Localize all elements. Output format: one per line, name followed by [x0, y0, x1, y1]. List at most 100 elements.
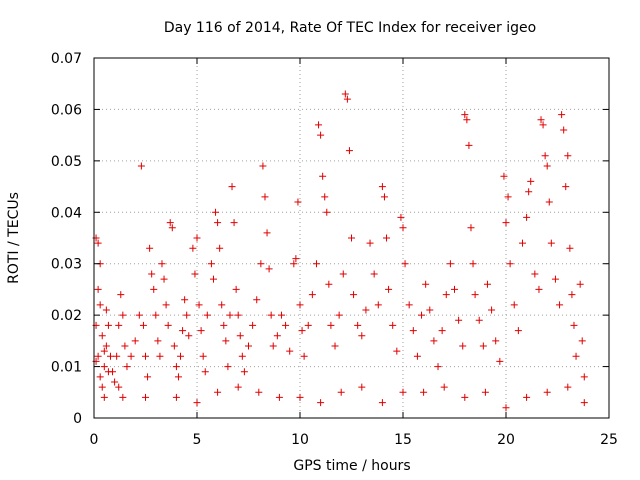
data-point	[232, 285, 240, 293]
data-point	[572, 352, 580, 360]
data-point	[551, 275, 559, 283]
data-point	[183, 311, 191, 319]
data-point	[564, 383, 572, 391]
data-point	[397, 213, 405, 221]
data-point	[109, 368, 117, 376]
data-point	[399, 388, 407, 396]
data-point	[177, 352, 185, 360]
data-point	[294, 198, 302, 206]
data-point	[100, 347, 108, 355]
data-point	[568, 291, 576, 299]
data-point	[148, 270, 156, 278]
data-point	[150, 285, 158, 293]
data-point	[481, 388, 489, 396]
y-axis-label: ROTI / TECUs	[6, 192, 22, 284]
data-point	[422, 280, 430, 288]
data-point	[350, 291, 358, 299]
y-tick-label: 0.04	[51, 205, 82, 221]
data-point	[191, 270, 199, 278]
data-point	[300, 352, 308, 360]
data-point	[275, 393, 283, 401]
data-point	[181, 296, 189, 304]
data-point	[442, 291, 450, 299]
data-point	[354, 321, 362, 329]
data-point	[463, 116, 471, 124]
data-point	[249, 321, 257, 329]
data-point	[222, 337, 230, 345]
data-point	[323, 208, 331, 216]
data-point	[438, 327, 446, 335]
data-point	[580, 373, 588, 381]
data-point	[539, 121, 547, 129]
data-point	[269, 342, 277, 350]
data-point	[218, 301, 226, 309]
data-point	[430, 337, 438, 345]
y-tick-label: 0.05	[51, 154, 82, 170]
data-point	[321, 193, 329, 201]
data-point	[413, 352, 421, 360]
y-tick-label: 0.03	[51, 257, 82, 273]
data-point	[467, 224, 475, 232]
chart-title: Day 116 of 2014, Rate Of TEC Index for r…	[164, 20, 536, 36]
data-point	[160, 275, 168, 283]
data-point	[362, 306, 370, 314]
data-point	[580, 399, 588, 407]
data-point	[137, 162, 145, 170]
data-point	[325, 280, 333, 288]
data-point	[238, 352, 246, 360]
data-point	[119, 311, 127, 319]
data-point	[566, 244, 574, 252]
data-point	[308, 291, 316, 299]
data-point	[327, 321, 335, 329]
data-point	[228, 183, 236, 191]
data-point	[172, 393, 180, 401]
data-point	[440, 383, 448, 391]
data-point	[234, 311, 242, 319]
data-point	[451, 285, 458, 293]
data-point	[358, 383, 366, 391]
data-point	[224, 363, 232, 371]
data-point	[378, 183, 386, 191]
data-point	[261, 193, 269, 201]
y-tick-label: 0.06	[51, 102, 82, 118]
data-point	[100, 393, 108, 401]
data-point	[459, 342, 467, 350]
data-point	[337, 388, 345, 396]
data-point	[119, 393, 127, 401]
data-point	[146, 244, 154, 252]
data-point	[117, 291, 125, 299]
data-point	[253, 296, 261, 304]
data-point	[292, 255, 300, 263]
data-point	[123, 363, 131, 371]
x-tick-label: 5	[193, 432, 202, 448]
data-point	[115, 321, 123, 329]
data-point	[104, 321, 112, 329]
data-point	[259, 162, 267, 170]
data-point	[434, 363, 442, 371]
data-point	[164, 321, 172, 329]
data-point	[426, 306, 434, 314]
data-point	[488, 306, 496, 314]
data-point	[98, 383, 106, 391]
data-point	[564, 152, 572, 160]
data-point	[139, 321, 147, 329]
data-point	[197, 327, 205, 335]
data-point	[170, 342, 178, 350]
data-point	[94, 239, 102, 247]
data-point	[578, 337, 586, 345]
data-point	[121, 342, 129, 350]
data-point	[461, 393, 469, 401]
data-point	[339, 270, 347, 278]
data-point	[135, 311, 143, 319]
data-point	[380, 193, 388, 201]
data-point	[214, 219, 222, 227]
data-point	[446, 260, 454, 268]
data-points	[92, 90, 588, 412]
data-point	[245, 342, 252, 350]
data-point	[207, 260, 215, 268]
data-point	[527, 177, 535, 185]
data-point	[374, 301, 382, 309]
data-point	[216, 244, 224, 252]
data-point	[483, 280, 491, 288]
data-point	[127, 352, 135, 360]
